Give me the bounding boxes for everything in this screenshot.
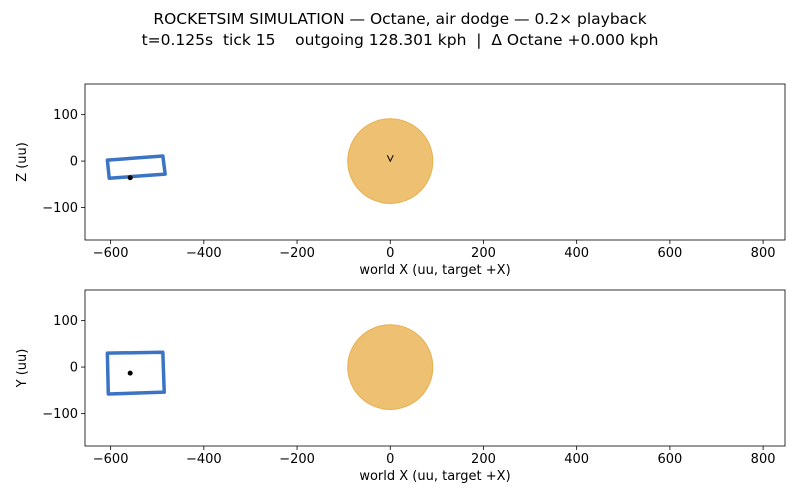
chart-subtitle: t=0.125s tick 15 outgoing 128.301 kph | … (142, 31, 659, 49)
x-tick-label: −600 (93, 246, 129, 261)
plot-area (105, 118, 434, 204)
x-tick-label: 600 (657, 452, 682, 467)
x-tick-label: 600 (657, 246, 682, 261)
y-tick-label: −100 (42, 201, 78, 216)
direction-marker (386, 155, 394, 163)
x-tick-label: −400 (186, 452, 222, 467)
y-tick-label: −100 (42, 407, 78, 422)
y-axis-label: Y (uu) (15, 349, 30, 389)
ball (347, 324, 434, 410)
car-hitbox (105, 350, 166, 396)
car-hitbox (105, 154, 167, 180)
car-center (127, 370, 133, 376)
x-axis-label: world X (uu, target +X) (359, 469, 510, 484)
x-tick-label: −200 (279, 452, 315, 467)
x-tick-label: 200 (471, 246, 496, 261)
y-tick-label: 0 (70, 155, 78, 170)
x-tick-label: 0 (386, 452, 394, 467)
chart-title: ROCKETSIM SIMULATION — Octane, air dodge… (153, 10, 646, 28)
y-tick-label: 100 (53, 108, 78, 123)
axes-frame (84, 289, 786, 447)
x-tick-label: 800 (751, 246, 776, 261)
y-axis-label: Z (uu) (15, 142, 30, 182)
x-tick-label: 200 (471, 452, 496, 467)
x-tick-label: −600 (93, 452, 129, 467)
axes-frame (84, 83, 786, 241)
x-axis-label: world X (uu, target +X) (359, 263, 510, 278)
x-tick-label: −400 (186, 246, 222, 261)
x-tick-label: 0 (386, 246, 394, 261)
y-tick-label: 100 (53, 314, 78, 329)
plot-area (105, 324, 434, 410)
y-tick-label: 0 (70, 361, 78, 376)
x-tick-label: 400 (564, 246, 589, 261)
car-center (127, 175, 133, 181)
x-tick-label: 400 (564, 452, 589, 467)
x-tick-label: 800 (751, 452, 776, 467)
x-tick-label: −200 (279, 246, 315, 261)
